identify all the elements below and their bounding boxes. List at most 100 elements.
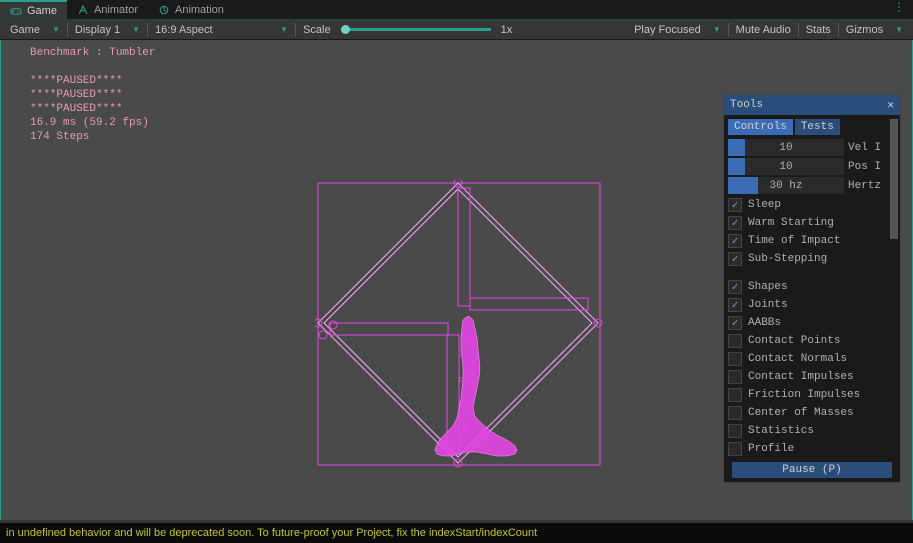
chevron-down-icon: ▼ [132, 25, 140, 34]
checkbox[interactable] [728, 406, 742, 420]
scrollbar[interactable] [890, 119, 898, 239]
display-dropdown[interactable]: Display 1▼ [69, 20, 146, 39]
scale-slider[interactable] [341, 28, 491, 31]
tab-animation-label: Animation [175, 4, 224, 16]
checkbox-label: Shapes [748, 281, 788, 293]
checkbox-label: Center of Masses [748, 407, 854, 419]
checkbox-row[interactable]: Sleep [728, 196, 900, 214]
slider-value: 10 [779, 161, 792, 173]
checkbox-row[interactable]: Shapes [728, 278, 900, 296]
tab-game-label: Game [27, 5, 57, 17]
checkbox[interactable] [728, 352, 742, 366]
tab-menu-icon[interactable]: ⋮ [885, 0, 913, 19]
checkbox-label: Sleep [748, 199, 781, 211]
benchmark-overlay: Benchmark : Tumbler ****PAUSED**** ****P… [30, 46, 155, 144]
scale-label: Scale [297, 24, 337, 36]
checkbox[interactable] [728, 370, 742, 384]
checkbox-row[interactable]: Contact Points [728, 332, 900, 350]
chevron-down-icon: ▼ [280, 25, 288, 34]
separator [147, 23, 148, 37]
game-dropdown[interactable]: Game▼ [4, 20, 66, 39]
animation-icon [158, 4, 170, 16]
checkbox-label: Contact Normals [748, 353, 847, 365]
slider-label: Vel I [844, 142, 888, 154]
checkbox-row[interactable]: Center of Masses [728, 404, 900, 422]
checkbox-row[interactable]: Time of Impact [728, 232, 900, 250]
checkbox-row[interactable]: Profile [728, 440, 900, 458]
separator [798, 23, 799, 37]
tools-tab-controls[interactable]: Controls [728, 119, 793, 135]
checkbox-label: Statistics [748, 425, 814, 437]
checkbox[interactable] [728, 334, 742, 348]
checkbox[interactable] [728, 198, 742, 212]
slider-value: 30 hz [769, 180, 802, 192]
slider-track[interactable]: 30 hz [728, 177, 844, 194]
slider-track[interactable]: 10 [728, 158, 844, 175]
slider-row: 30 hzHertz [728, 177, 900, 194]
separator [67, 23, 68, 37]
aspect-dropdown[interactable]: 16:9 Aspect▼ [149, 20, 294, 39]
animator-icon [77, 4, 89, 16]
tools-body: Controls Tests 10Vel I10Pos I30 hzHertz … [724, 115, 900, 482]
checkbox-row[interactable]: Warm Starting [728, 214, 900, 232]
tab-animator-label: Animator [94, 4, 138, 16]
console-footer[interactable]: in undefined behavior and will be deprec… [0, 523, 913, 543]
checkbox[interactable] [728, 252, 742, 266]
slider-track[interactable]: 10 [728, 139, 844, 156]
stats-button[interactable]: Stats [800, 24, 837, 36]
checkbox[interactable] [728, 298, 742, 312]
checkbox-label: Joints [748, 299, 788, 311]
checkbox-label: Friction Impulses [748, 389, 860, 401]
slider-row: 10 Pos I [728, 158, 900, 175]
checkbox[interactable] [728, 216, 742, 230]
checkbox[interactable] [728, 424, 742, 438]
checkbox-label: Contact Impulses [748, 371, 854, 383]
tab-animation[interactable]: Animation [148, 0, 234, 19]
tab-animator[interactable]: Animator [67, 0, 148, 19]
checkbox-row[interactable]: Contact Normals [728, 350, 900, 368]
checkbox-row[interactable]: Sub-Stepping [728, 250, 900, 268]
checkbox-row[interactable]: AABBs [728, 314, 900, 332]
slider-knob[interactable] [341, 25, 350, 34]
tools-panel: Tools ✕ Controls Tests 10 Vel I 10 Pos I 30 … [723, 94, 901, 483]
checkbox-row[interactable]: Friction Impulses [728, 386, 900, 404]
separator [728, 23, 729, 37]
checkbox-row[interactable]: Contact Impulses [728, 368, 900, 386]
scale-value: 1x [495, 24, 519, 36]
checkbox-label: Warm Starting [748, 217, 834, 229]
tools-tabs: Controls Tests [728, 119, 900, 135]
chevron-down-icon: ▼ [895, 25, 903, 34]
checkbox[interactable] [728, 280, 742, 294]
checkbox-row[interactable]: Statistics [728, 422, 900, 440]
slider-label: Pos I [844, 161, 888, 173]
editor-tab-bar: Game Animator Animation ⋮ [0, 0, 913, 20]
mute-audio-button[interactable]: Mute Audio [730, 24, 797, 36]
pause-button[interactable]: Pause (P) [732, 462, 892, 478]
checkbox[interactable] [728, 316, 742, 330]
chevron-down-icon: ▼ [713, 25, 721, 34]
checkbox[interactable] [728, 388, 742, 402]
console-message: in undefined behavior and will be deprec… [6, 527, 537, 539]
checkbox-label: Profile [748, 443, 794, 455]
checkbox-row[interactable]: Joints [728, 296, 900, 314]
viewport-border [0, 40, 1, 520]
tools-title-label: Tools [730, 99, 763, 111]
checkbox-label: Contact Points [748, 335, 840, 347]
chevron-down-icon: ▼ [52, 25, 60, 34]
checkbox[interactable] [728, 234, 742, 248]
separator [838, 23, 839, 37]
gizmos-dropdown[interactable]: Gizmos▼ [840, 20, 909, 39]
play-focused-dropdown[interactable]: Play Focused▼ [628, 20, 727, 39]
close-icon[interactable]: ✕ [887, 98, 894, 112]
checkbox[interactable] [728, 442, 742, 456]
physics-scene [315, 180, 605, 470]
game-viewport[interactable]: Benchmark : Tumbler ****PAUSED**** ****P… [0, 40, 913, 520]
tab-game[interactable]: Game [0, 0, 67, 19]
checkbox-label: Time of Impact [748, 235, 840, 247]
tools-titlebar[interactable]: Tools ✕ [724, 95, 900, 115]
slider-row: 10 Vel I [728, 139, 900, 156]
checkbox-label: AABBs [748, 317, 781, 329]
game-toolbar: Game▼ Display 1▼ 16:9 Aspect▼ Scale 1x P… [0, 20, 913, 40]
slider-value: 10 [779, 142, 792, 154]
tools-tab-tests[interactable]: Tests [795, 119, 840, 135]
